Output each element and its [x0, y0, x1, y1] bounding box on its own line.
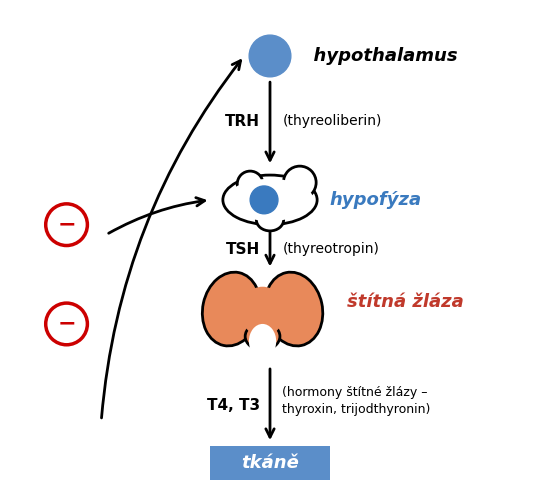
- Text: (thyreoliberin): (thyreoliberin): [282, 114, 382, 128]
- Text: (hormony štítné žlázy –
thyroxin, trijodthyronin): (hormony štítné žlázy – thyroxin, trijod…: [282, 386, 431, 416]
- Circle shape: [249, 35, 291, 77]
- Circle shape: [250, 186, 278, 214]
- Ellipse shape: [223, 175, 317, 225]
- Ellipse shape: [259, 211, 281, 229]
- Ellipse shape: [202, 272, 260, 346]
- Circle shape: [284, 166, 316, 199]
- Circle shape: [237, 171, 263, 197]
- Text: TRH: TRH: [225, 114, 260, 129]
- Text: tkáně: tkáně: [241, 454, 299, 472]
- Ellipse shape: [256, 209, 284, 231]
- Circle shape: [46, 204, 87, 246]
- Text: (thyreotropin): (thyreotropin): [282, 243, 379, 256]
- Text: −: −: [57, 215, 76, 235]
- Text: hypofýza: hypofýza: [329, 191, 422, 209]
- Ellipse shape: [265, 272, 323, 346]
- Text: T4, T3: T4, T3: [207, 398, 260, 413]
- Text: TSH: TSH: [226, 242, 260, 257]
- Ellipse shape: [240, 287, 285, 336]
- Circle shape: [286, 169, 314, 197]
- Ellipse shape: [245, 323, 280, 350]
- Text: −: −: [57, 314, 76, 334]
- Text: hypothalamus: hypothalamus: [301, 47, 457, 65]
- Text: štítná žláza: štítná žláza: [347, 292, 464, 310]
- Circle shape: [240, 174, 261, 195]
- Ellipse shape: [249, 324, 276, 359]
- FancyBboxPatch shape: [211, 446, 329, 480]
- Ellipse shape: [227, 179, 313, 221]
- Circle shape: [46, 303, 87, 345]
